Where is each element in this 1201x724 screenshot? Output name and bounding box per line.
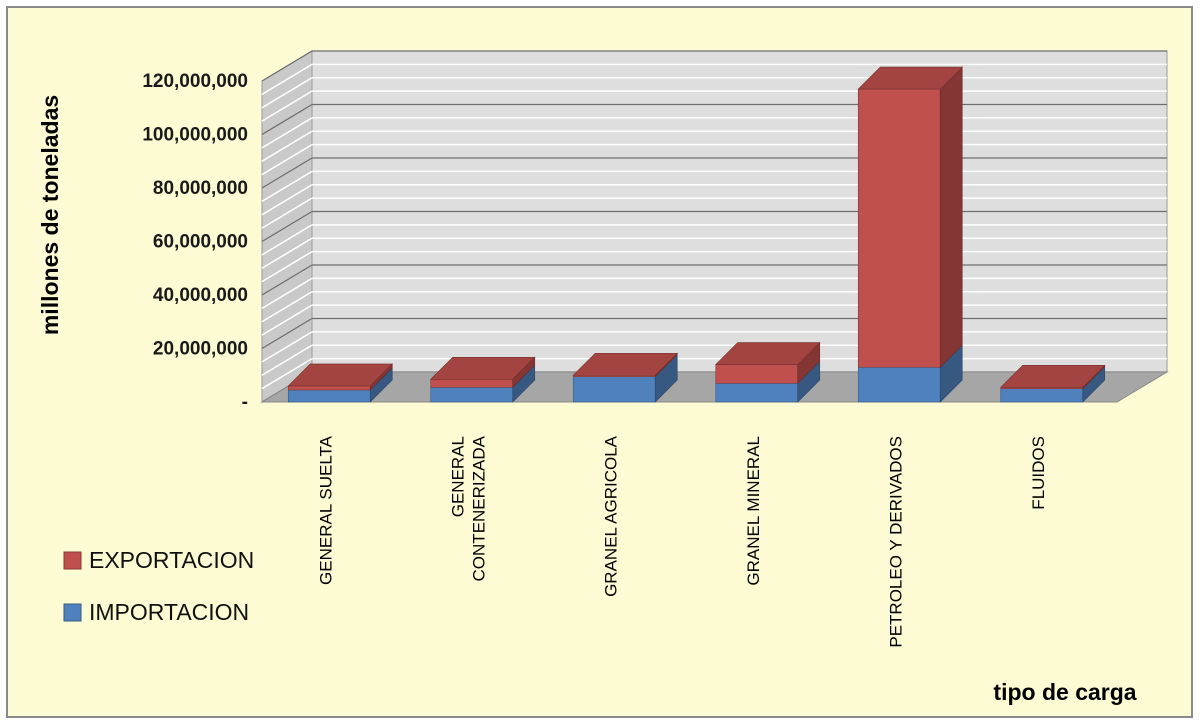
stacked-3d-bar-chart: - 20,000,000 40,000,000 60,000,000 80,000,00… [37,50,1169,705]
y-tick-label: - [242,392,248,413]
minor-gridline-side [261,277,313,310]
major-gridline-side [261,264,313,296]
bar-front-exportacion [715,364,799,384]
bar-top-cap [857,66,963,90]
minor-gridline-side [261,304,313,336]
minor-gridline-side [261,130,313,162]
major-gridline-side [261,103,313,136]
category-label: GENERAL SUELTA [316,435,335,585]
major-gridline-side [261,157,313,189]
minor-gridline-side [261,170,313,203]
minor-gridline-side [261,291,313,323]
y-tick-label: 80,000,000 [153,178,248,199]
y-axis-ticks: - 20,000,000 40,000,000 60,000,000 80,000,00… [142,71,248,413]
category-label: FLUIDOS [1029,436,1048,510]
minor-gridline-side [261,197,313,229]
minor-gridline-side [261,250,313,283]
minor-gridline-side [261,224,313,256]
y-tick-label: 20,000,000 [153,339,248,360]
bars [287,66,1106,403]
y-axis-title: millones de toneladas [37,95,63,335]
minor-gridline-side [261,77,313,109]
bar-front-exportacion [857,88,941,368]
minor-gridline-side [261,357,313,390]
minor-gridline-side [261,90,313,122]
legend-label-importacion: IMPORTACION [89,599,249,625]
bar-top-cap [715,342,821,365]
minor-gridline-side [261,344,313,376]
minor-gridline-side [261,117,313,149]
category-label: GRANEL AGRICOLA [601,435,620,597]
y-tick-label: 120,000,000 [142,71,248,92]
bar-front-importacion [1000,388,1084,403]
category-label: PETROLEO Y DERIVADOS [886,436,905,648]
minor-gridline-side [261,184,313,216]
bar-front-importacion [572,376,656,403]
minor-gridline-side [261,331,313,363]
category-label: GRANEL MINERAL [744,436,763,586]
major-gridline-side [261,317,313,350]
bar-front-importacion [430,386,514,403]
bar-side-exportacion [939,66,963,368]
y-tick-label: 100,000,000 [142,125,248,146]
x-axis-title: tipo de carga [993,679,1136,705]
legend: EXPORTACION IMPORTACION [63,547,254,625]
minor-gridline-side [261,237,313,269]
legend-label-exportacion: EXPORTACION [89,547,254,573]
bar-top-cap [287,363,393,387]
plot-walls [261,50,1168,403]
y-tick-label: 60,000,000 [153,232,248,253]
chart-frame: - 20,000,000 40,000,000 60,000,000 80,000,00… [6,6,1193,718]
major-gridline-side [261,210,313,243]
y-tick-label: 40,000,000 [153,285,248,306]
major-gridline-side [261,50,313,82]
bar-top-cap [572,352,678,376]
legend-swatch-importacion [63,603,82,622]
bar-top-cap [1000,364,1106,388]
bar-top-cap [430,356,536,380]
category-label: CONTENERIZADA [469,435,488,581]
gridlines [261,50,1167,403]
bar-front-importacion [287,389,371,403]
bar-front-exportacion [430,378,514,388]
minor-gridline-side [261,143,313,176]
legend-swatch-exportacion [63,551,82,570]
bar-front-importacion [715,382,799,403]
bar-front-importacion [857,366,941,403]
bar-front-exportacion [287,385,371,391]
category-label: GENERAL [448,436,467,517]
x-axis-category-labels: GENERAL SUELTA GENERAL CONTENERIZADA GRANEL… [316,435,1048,647]
minor-gridline-side [261,63,313,96]
